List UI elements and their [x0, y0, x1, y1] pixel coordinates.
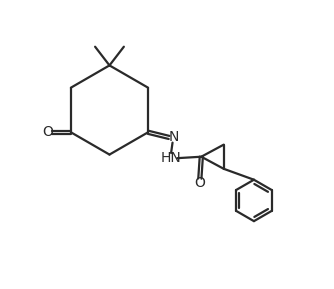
Text: O: O: [42, 125, 53, 139]
Text: O: O: [194, 176, 205, 190]
Text: N: N: [168, 130, 179, 144]
Text: HN: HN: [161, 151, 181, 165]
